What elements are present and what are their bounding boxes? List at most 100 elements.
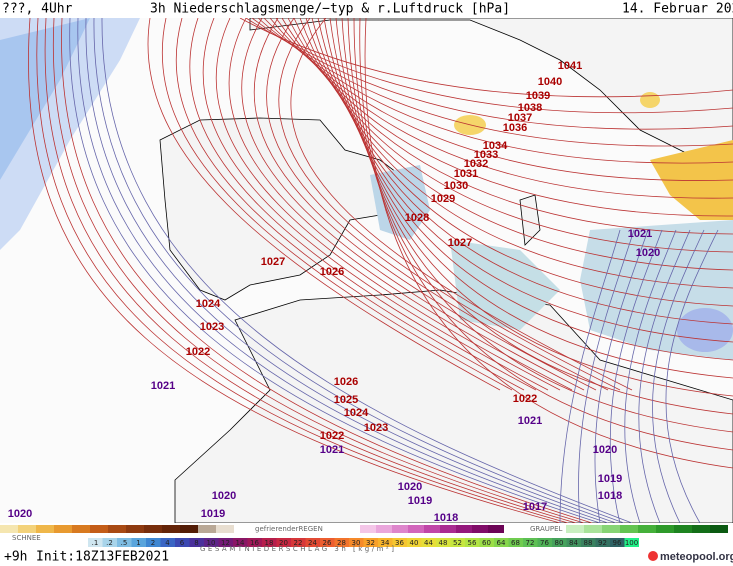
isobar-label: 1038 — [518, 102, 542, 114]
isobar-label: 1021 — [320, 444, 344, 456]
legend-swatch — [54, 525, 72, 533]
isobar-label: 1022 — [320, 430, 344, 442]
isobar-label: 1021 — [151, 380, 175, 392]
legend-swatch — [595, 538, 610, 547]
legend-swatch — [450, 538, 465, 547]
isobar-label: 1020 — [212, 490, 236, 502]
legend-swatch — [90, 525, 108, 533]
isobar-label: 1024 — [196, 298, 221, 310]
freezing-rain-label: gefrierenderREGEN — [255, 525, 323, 533]
scale-label: .5 — [121, 539, 128, 547]
isobar — [323, 17, 733, 343]
scale-label: 10 — [207, 539, 216, 547]
isobar-label: 1019 — [598, 473, 622, 485]
legend-swatch — [376, 525, 392, 533]
snow-core — [0, 18, 90, 180]
isobar-label: 1040 — [538, 76, 562, 88]
legend-swatch — [479, 538, 494, 547]
scale-label: 20 — [279, 539, 288, 547]
isobar-label: 1025 — [334, 394, 358, 406]
legend-swatch — [392, 525, 408, 533]
legend-swatch — [349, 538, 364, 547]
scale-label: 16 — [250, 539, 259, 547]
legend-swatch — [566, 538, 581, 547]
legend-swatch — [456, 525, 472, 533]
scale-label: 64 — [497, 539, 506, 547]
legend-swatch — [472, 525, 488, 533]
legend-swatch — [0, 525, 18, 533]
isobar-label: 1020 — [398, 481, 422, 493]
legend-swatch — [175, 538, 190, 547]
isobar — [69, 17, 601, 524]
isobar-label: 1031 — [454, 168, 478, 180]
header-date: 14. Februar 2021 — [622, 2, 733, 17]
isobar — [36, 17, 569, 524]
isobar-label: 1027 — [261, 256, 285, 268]
isobar — [578, 229, 635, 524]
legend-swatch — [144, 525, 162, 533]
scale-label: .1 — [92, 539, 99, 547]
legend-swatch — [674, 525, 692, 533]
scale-label: 48 — [439, 539, 448, 547]
isobar — [93, 17, 625, 524]
scale-label: 36 — [395, 539, 404, 547]
isobar — [52, 17, 585, 524]
header-title: 3h Niederschlagsmenge/−typ & r.Luftdruck… — [150, 2, 510, 17]
isobar — [253, 17, 597, 391]
scale-label: 2 — [151, 539, 155, 547]
isobar — [147, 17, 501, 391]
scale-label: 1 — [136, 539, 140, 547]
legend-swatch — [494, 538, 509, 547]
isobar-label: 1023 — [200, 321, 224, 333]
legend-swatch — [88, 538, 103, 547]
legend-swatch — [18, 525, 36, 533]
isobar — [609, 229, 663, 524]
total-label: GESAMTNIEDERSCHLAG 3h [kg/m²] — [200, 545, 396, 553]
legend-swatch — [72, 525, 90, 533]
scale-label: 4 — [165, 539, 170, 547]
isobar — [559, 229, 621, 524]
isobar — [290, 17, 633, 391]
legend-swatch — [508, 538, 523, 547]
isobar-label: 1021 — [518, 415, 542, 427]
isobar — [85, 17, 617, 524]
scale-label: .2 — [106, 539, 113, 547]
scale-label: 24 — [308, 539, 317, 547]
scale-label: 88 — [584, 539, 593, 547]
isobar-label: 1019 — [408, 495, 432, 507]
isobar-label: 1021 — [628, 228, 652, 240]
isobar-label: 1026 — [320, 266, 344, 278]
isobar — [101, 17, 633, 524]
scale-label: 76 — [540, 539, 549, 547]
legend-swatch — [692, 525, 710, 533]
legend-swatch — [656, 525, 674, 533]
footer-lead: +9h — [4, 550, 27, 565]
isobar — [77, 17, 609, 524]
legend-swatch — [291, 538, 306, 547]
isobar — [341, 17, 733, 397]
freezing-rain-bar — [360, 525, 504, 533]
legend-swatch — [146, 538, 161, 547]
isobar-label: 1033 — [474, 149, 498, 161]
isobar — [624, 229, 677, 524]
isobar — [215, 17, 561, 391]
isobar-label: 1026 — [334, 376, 358, 388]
isobar-label: 1020 — [593, 444, 617, 456]
legend-swatch — [407, 538, 422, 547]
isobar — [44, 17, 577, 524]
legend-swatch — [610, 538, 625, 547]
snow-label: SCHNEE — [12, 534, 41, 542]
legend-swatch — [334, 538, 349, 547]
scale-label: 34 — [381, 539, 390, 547]
isobar — [347, 17, 733, 415]
scale-label: 100 — [625, 539, 638, 547]
isobar-label: 1037 — [508, 112, 532, 124]
legend-swatch — [204, 538, 219, 547]
scale-label: 40 — [410, 539, 419, 547]
isobar-label: 1041 — [558, 60, 582, 72]
isobar — [652, 229, 705, 524]
legend-swatch — [566, 525, 584, 533]
legend-swatch — [552, 538, 567, 547]
scale-label: 32 — [366, 539, 375, 547]
